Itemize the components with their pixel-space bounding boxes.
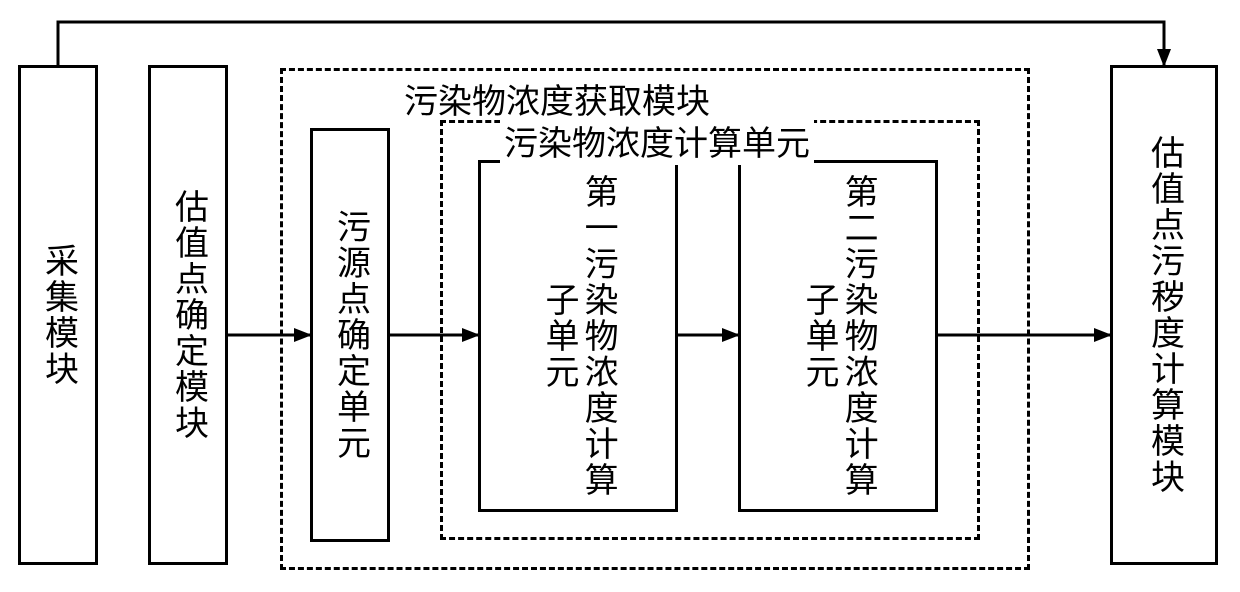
- inner-group: [440, 120, 980, 540]
- estcalc-label: 估值点污秽度计算模块: [1144, 135, 1183, 495]
- edge-collect-estcalc: [58, 22, 1164, 65]
- estpoint-box: 估值点确定模块: [148, 65, 228, 565]
- estpoint-label: 估值点确定模块: [168, 189, 207, 441]
- collect-label: 采集模块: [38, 243, 77, 387]
- estcalc-box: 估值点污秽度计算模块: [1110, 65, 1218, 565]
- inner-group-title: 污染物浓度计算单元: [500, 116, 814, 165]
- collect-box: 采集模块: [18, 65, 98, 565]
